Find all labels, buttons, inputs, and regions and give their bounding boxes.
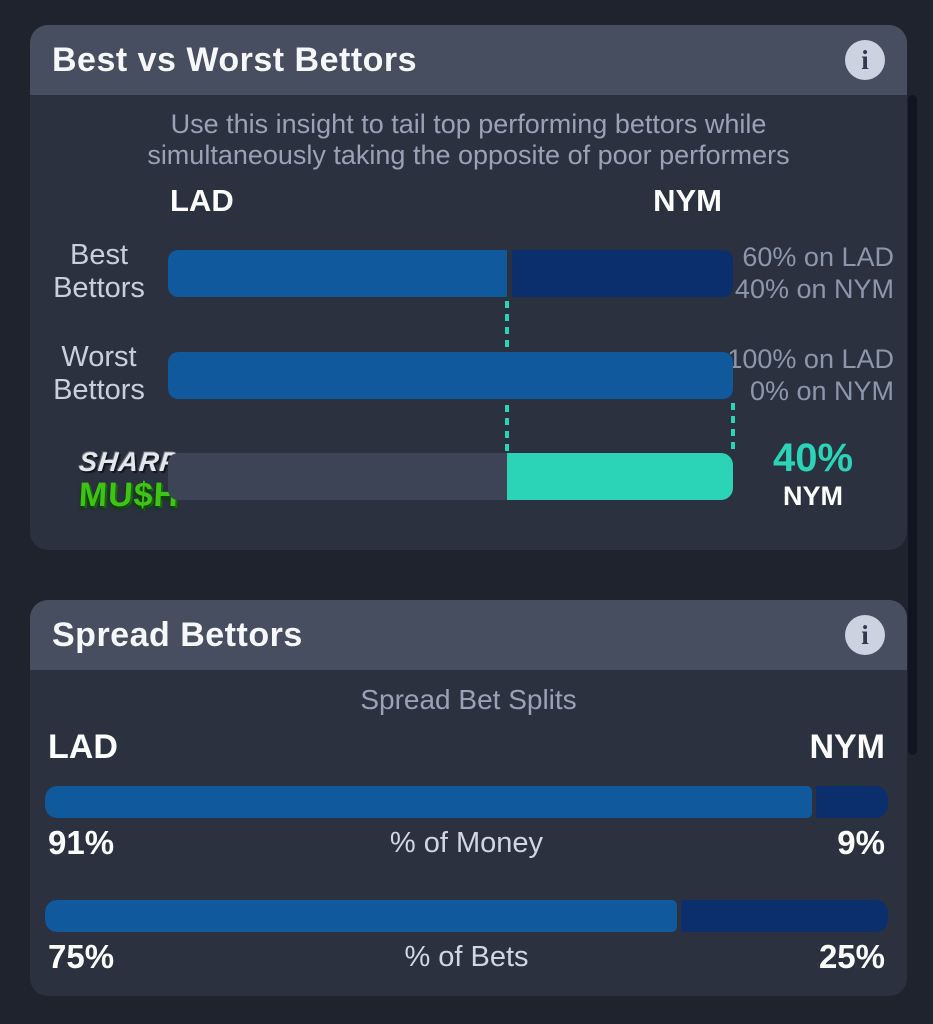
panel-subtitle: Spread Bet Splits — [360, 684, 577, 715]
spread-chart-area: LAD NYM 91% % of Money 9% 75% % of Bets … — [45, 600, 888, 996]
bar-segment-pick-nym — [507, 453, 733, 500]
pick-team: NYM — [783, 481, 843, 511]
annotation-line: 60% on LAD — [742, 242, 894, 272]
panel-title: Spread Bettors — [52, 615, 303, 654]
row-label-line: Worst — [61, 341, 137, 373]
spread-bettors-panel: Spread Bettors i Spread Bet Splits LAD N… — [30, 600, 907, 996]
info-icon[interactable]: i — [845, 40, 885, 80]
best-vs-worst-bettors-panel: Best vs Worst Bettors i Use this insight… — [30, 25, 907, 550]
scrollbar-thumb[interactable] — [908, 95, 917, 755]
annotation-line: 40% on NYM — [734, 274, 894, 304]
team-label-lad: LAD — [170, 183, 234, 218]
annotation-line: 0% on NYM — [749, 376, 894, 406]
bets-bar-caption: % of Bets — [404, 941, 529, 973]
bar-segment-lad — [168, 352, 733, 399]
description-line-2: simultaneously taking the opposite of po… — [147, 140, 790, 170]
bar-sharp-mush-pick — [168, 453, 733, 500]
team-label-lad: LAD — [48, 728, 118, 766]
lad-bets-percent: 75% — [48, 938, 115, 975]
description-line-1: Use this insight to tail top performing … — [170, 109, 767, 139]
annotation-best-bettors: 60% on LAD 40% on NYM — [726, 241, 894, 305]
lad-money-percent: 91% — [48, 824, 115, 861]
annotation-worst-bettors: 100% on LAD 0% on NYM — [726, 343, 894, 407]
money-bar-caption: % of Money — [389, 827, 544, 859]
bar-segment-nym — [507, 250, 733, 297]
info-icon[interactable]: i — [845, 615, 885, 655]
bar-percent-of-bets — [45, 900, 888, 932]
row-label-worst-bettors: Worst Bettors — [38, 341, 160, 407]
bars-chart-area: LAD NYM — [168, 25, 735, 550]
bar-percent-of-money — [45, 786, 888, 818]
nym-money-percent: 9% — [837, 824, 885, 861]
bar-segment-remainder — [168, 453, 507, 500]
team-label-nym: NYM — [809, 728, 885, 766]
info-glyph: i — [861, 44, 869, 75]
bar-best-bettors — [168, 250, 733, 297]
bar-segment-nym — [812, 786, 888, 818]
row-label-line: Bettors — [53, 272, 145, 304]
nym-bets-percent: 25% — [818, 938, 885, 975]
bar-segment-lad — [45, 900, 678, 932]
team-label-nym: NYM — [653, 183, 722, 218]
bar-segment-lad — [45, 786, 813, 818]
row-label-line: Best — [69, 239, 129, 271]
bar-segment-lad — [168, 250, 507, 297]
panel-description: Use this insight to tail top performing … — [30, 109, 907, 171]
labels-percent-of-money: 91% % of Money 9% — [45, 824, 888, 864]
panel-header: Spread Bettors i — [30, 600, 907, 670]
panel-header: Best vs Worst Bettors i — [30, 25, 907, 95]
pick-percentage: 40% — [772, 436, 854, 480]
guide-line-100pct — [731, 403, 735, 451]
panel-title: Best vs Worst Bettors — [52, 40, 418, 79]
row-label-line: Bettors — [53, 374, 145, 406]
pick-value: 40% NYM — [735, 437, 891, 511]
bar-worst-bettors — [168, 352, 733, 399]
row-label-best-bettors: Best Bettors — [38, 239, 160, 305]
info-glyph: i — [861, 619, 869, 650]
labels-percent-of-bets: 75% % of Bets 25% — [45, 938, 888, 978]
annotation-line: 100% on LAD — [727, 344, 894, 374]
bar-segment-nym — [677, 900, 888, 932]
